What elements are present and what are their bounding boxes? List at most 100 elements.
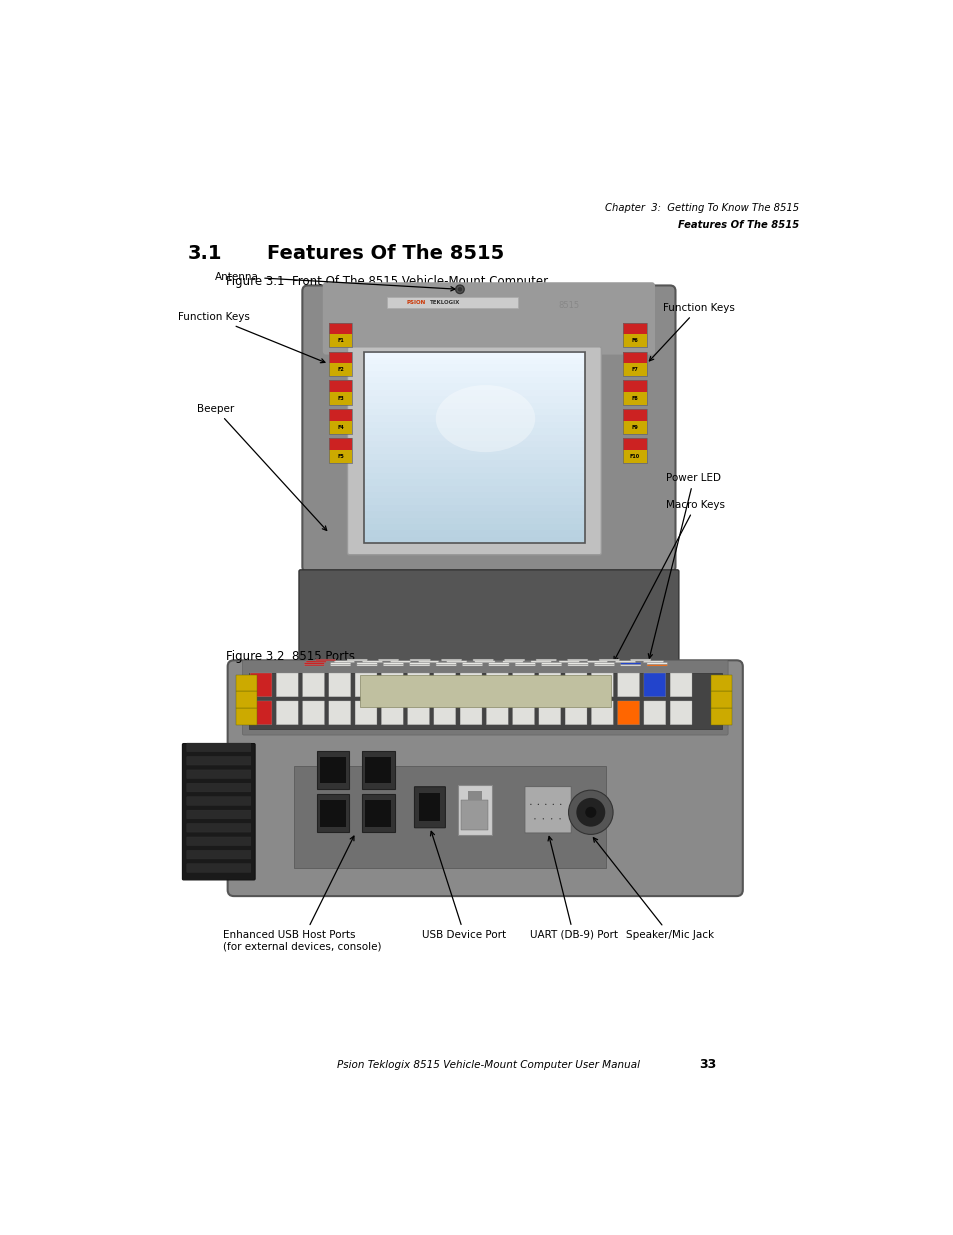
FancyBboxPatch shape <box>418 661 438 663</box>
FancyBboxPatch shape <box>187 743 251 752</box>
FancyBboxPatch shape <box>594 664 614 666</box>
FancyBboxPatch shape <box>486 701 508 725</box>
Bar <box>235 692 256 708</box>
Bar <box>363 517 584 524</box>
FancyBboxPatch shape <box>524 787 571 834</box>
Bar <box>460 800 488 830</box>
Bar <box>622 391 646 405</box>
Bar <box>363 352 584 543</box>
FancyBboxPatch shape <box>504 659 524 661</box>
Bar <box>622 322 646 347</box>
Bar <box>387 296 517 308</box>
Bar <box>363 453 584 461</box>
FancyBboxPatch shape <box>538 673 560 697</box>
FancyBboxPatch shape <box>362 661 382 663</box>
FancyBboxPatch shape <box>302 701 324 725</box>
Bar <box>622 410 646 435</box>
Bar <box>363 370 584 377</box>
Bar <box>467 792 481 800</box>
Bar <box>329 391 352 405</box>
FancyBboxPatch shape <box>643 701 665 725</box>
Text: Beeper: Beeper <box>196 404 326 531</box>
Bar <box>363 358 584 364</box>
Bar <box>710 692 731 708</box>
FancyBboxPatch shape <box>250 673 272 697</box>
FancyBboxPatch shape <box>515 662 535 664</box>
FancyBboxPatch shape <box>383 662 403 664</box>
Bar <box>363 524 584 530</box>
Text: USB Device Port: USB Device Port <box>422 831 506 940</box>
FancyBboxPatch shape <box>564 673 586 697</box>
FancyBboxPatch shape <box>594 662 614 664</box>
Bar <box>622 421 646 435</box>
Bar <box>329 410 352 435</box>
FancyBboxPatch shape <box>356 664 376 666</box>
Bar <box>622 363 646 377</box>
Bar <box>329 352 352 377</box>
FancyBboxPatch shape <box>531 661 551 663</box>
Bar <box>363 396 584 403</box>
FancyBboxPatch shape <box>355 701 376 725</box>
FancyBboxPatch shape <box>355 673 376 697</box>
Text: 8515: 8515 <box>558 301 578 310</box>
Text: Power LED: Power LED <box>648 473 720 658</box>
FancyBboxPatch shape <box>567 662 588 664</box>
FancyBboxPatch shape <box>564 701 586 725</box>
Bar <box>316 751 349 789</box>
Text: F10: F10 <box>629 453 639 458</box>
FancyBboxPatch shape <box>475 661 495 663</box>
FancyBboxPatch shape <box>187 810 251 819</box>
Text: TEKLOGIX: TEKLOGIX <box>430 300 460 305</box>
Bar <box>329 450 352 463</box>
Bar <box>329 363 352 377</box>
Bar <box>622 352 646 377</box>
FancyBboxPatch shape <box>356 662 376 664</box>
Bar <box>622 450 646 463</box>
FancyBboxPatch shape <box>390 661 411 663</box>
Circle shape <box>456 285 464 294</box>
Text: 3.1: 3.1 <box>187 245 221 263</box>
Bar <box>362 751 395 789</box>
FancyBboxPatch shape <box>304 664 324 666</box>
Bar <box>329 333 352 347</box>
FancyBboxPatch shape <box>462 664 482 666</box>
FancyBboxPatch shape <box>414 787 445 827</box>
Text: F1: F1 <box>336 338 344 343</box>
Bar <box>622 438 646 450</box>
FancyBboxPatch shape <box>334 661 355 663</box>
Bar <box>457 785 491 835</box>
Ellipse shape <box>436 385 535 452</box>
FancyBboxPatch shape <box>620 662 640 664</box>
Bar <box>249 673 720 729</box>
Bar <box>363 459 584 467</box>
Bar <box>329 380 352 405</box>
FancyBboxPatch shape <box>330 664 351 666</box>
FancyBboxPatch shape <box>347 659 367 661</box>
Text: Function Keys: Function Keys <box>178 312 325 363</box>
Bar <box>363 409 584 415</box>
FancyBboxPatch shape <box>436 664 456 666</box>
Bar <box>235 708 256 725</box>
Text: F9: F9 <box>631 425 638 430</box>
Bar <box>622 438 646 463</box>
FancyBboxPatch shape <box>347 347 600 555</box>
FancyBboxPatch shape <box>459 673 481 697</box>
Text: UART (DB-9) Port: UART (DB-9) Port <box>529 836 617 940</box>
Bar <box>365 757 391 783</box>
FancyBboxPatch shape <box>643 673 665 697</box>
FancyBboxPatch shape <box>276 701 298 725</box>
FancyBboxPatch shape <box>322 283 655 354</box>
FancyBboxPatch shape <box>615 661 635 663</box>
Bar <box>329 410 352 421</box>
FancyBboxPatch shape <box>378 659 398 661</box>
Bar <box>363 421 584 429</box>
FancyBboxPatch shape <box>329 673 351 697</box>
Bar <box>363 511 584 517</box>
Circle shape <box>457 287 462 291</box>
Bar <box>363 383 584 390</box>
Bar <box>363 505 584 511</box>
Bar <box>363 415 584 422</box>
Text: Antenna: Antenna <box>215 272 455 291</box>
FancyBboxPatch shape <box>536 659 556 661</box>
FancyBboxPatch shape <box>630 659 650 661</box>
